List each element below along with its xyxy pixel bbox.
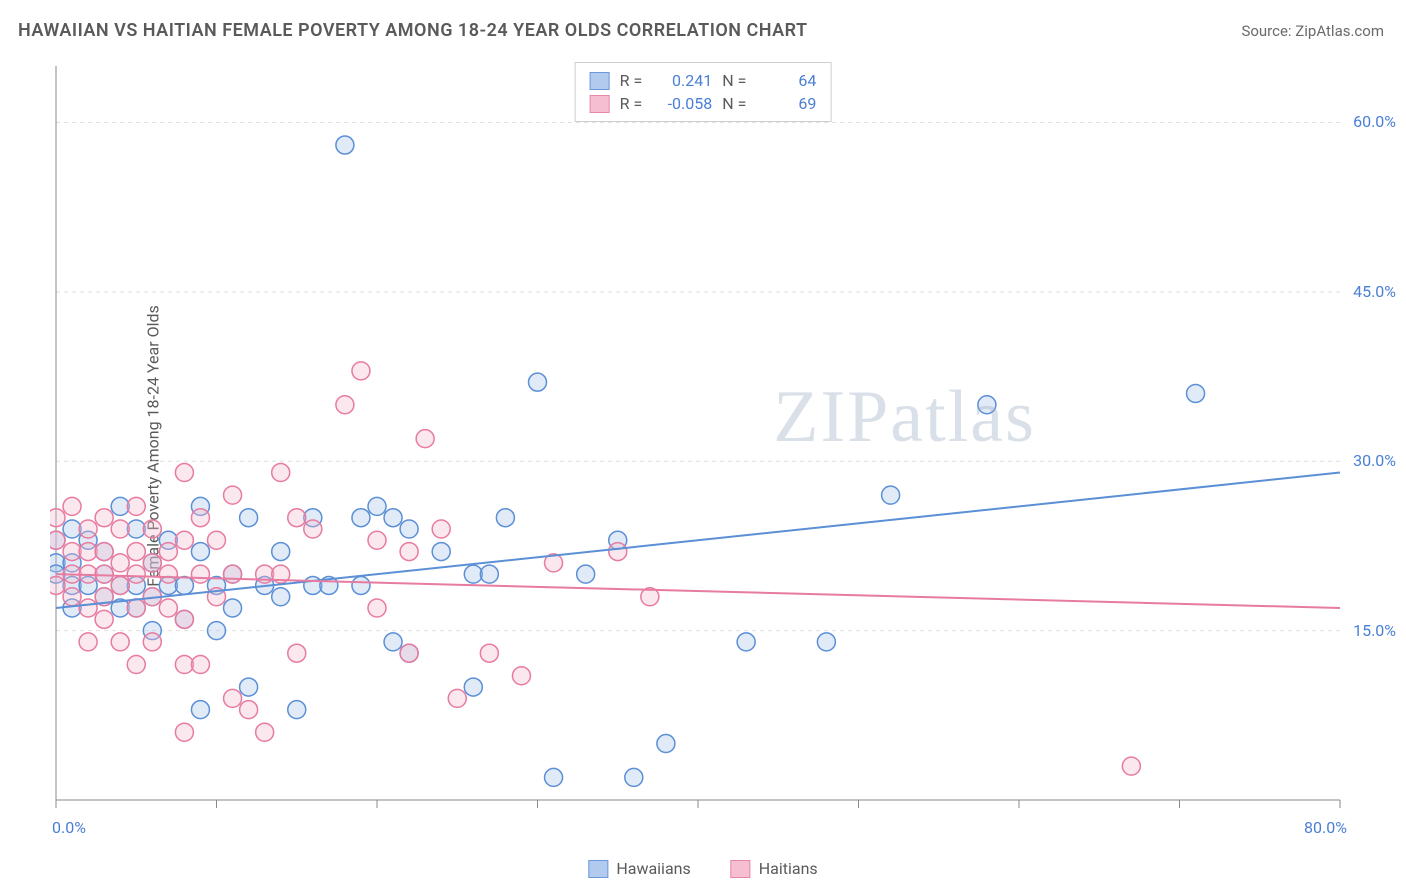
- swatch-haitians: [590, 95, 610, 113]
- label-R: R =: [620, 94, 643, 113]
- source-prefix: Source:: [1241, 22, 1295, 40]
- legend-item-haitians: Haitians: [731, 859, 818, 878]
- value-R-hawaiians: 0.241: [652, 71, 712, 90]
- label-R: R =: [620, 71, 643, 90]
- source-attribution: Source: ZipAtlas.com: [1241, 22, 1384, 40]
- stats-row-hawaiians: R = 0.241 N = 64: [590, 69, 817, 92]
- swatch-hawaiians: [588, 860, 608, 878]
- chart-title: HAWAIIAN VS HAITIAN FEMALE POVERTY AMONG…: [18, 20, 808, 41]
- scatter-chart-svg: [50, 60, 1380, 830]
- label-N: N =: [722, 71, 746, 90]
- source-name: ZipAtlas.com: [1295, 22, 1384, 40]
- y-tick-label: 15.0%: [1353, 621, 1396, 640]
- value-N-haitians: 69: [756, 94, 816, 113]
- legend-label-hawaiians: Hawaiians: [616, 859, 690, 878]
- chart-container: HAWAIIAN VS HAITIAN FEMALE POVERTY AMONG…: [0, 0, 1406, 892]
- y-tick-label: 30.0%: [1353, 451, 1396, 470]
- series-legend: Hawaiians Haitians: [588, 859, 817, 878]
- x-axis-min-label: 0.0%: [52, 818, 86, 837]
- correlation-stats-box: R = 0.241 N = 64 R = -0.058 N = 69: [575, 62, 832, 122]
- value-N-hawaiians: 64: [756, 71, 816, 90]
- legend-item-hawaiians: Hawaiians: [588, 859, 690, 878]
- y-tick-label: 45.0%: [1353, 282, 1396, 301]
- plot-area: [50, 60, 1380, 830]
- swatch-hawaiians: [590, 72, 610, 90]
- stats-row-haitians: R = -0.058 N = 69: [590, 92, 817, 115]
- value-R-haitians: -0.058: [652, 94, 712, 113]
- label-N: N =: [722, 94, 746, 113]
- y-tick-label: 60.0%: [1353, 112, 1396, 131]
- x-axis-max-label: 80.0%: [1304, 818, 1347, 837]
- swatch-haitians: [731, 860, 751, 878]
- legend-label-haitians: Haitians: [759, 859, 818, 878]
